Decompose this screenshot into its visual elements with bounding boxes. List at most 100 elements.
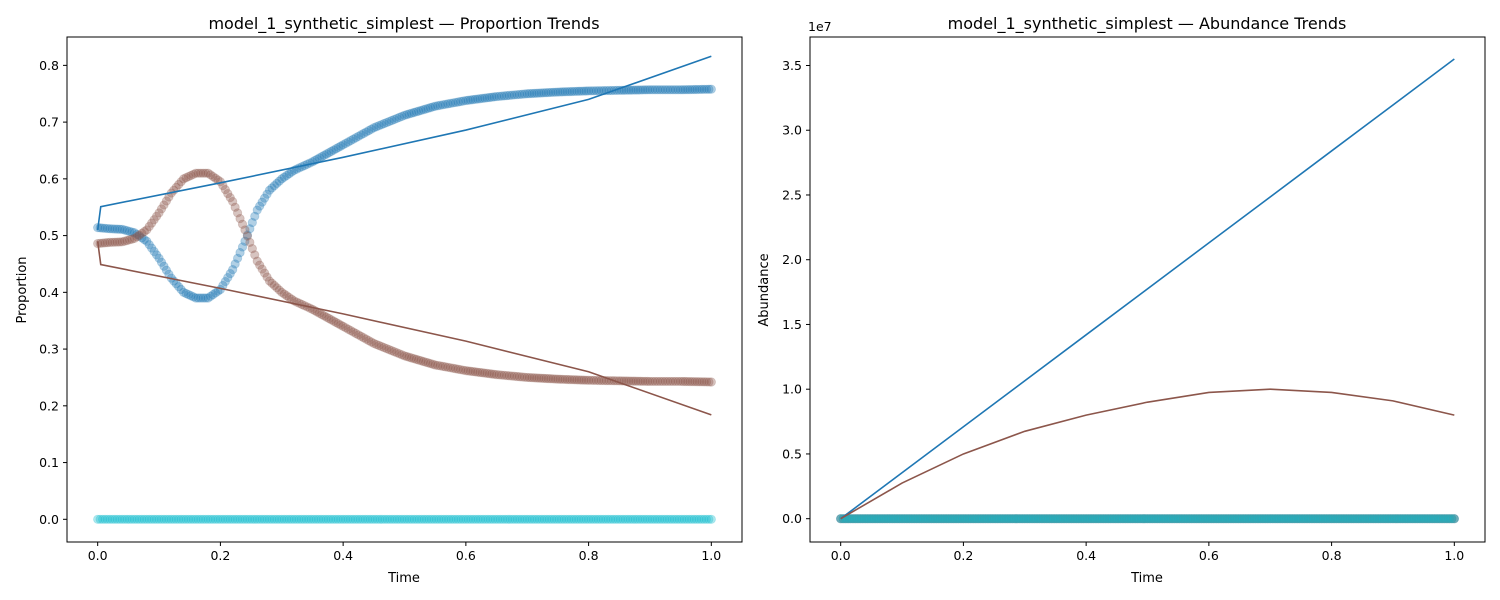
scatter-point xyxy=(134,231,145,241)
scatter-point xyxy=(1280,514,1290,524)
scatter-point xyxy=(471,514,481,524)
scatter-point xyxy=(550,87,561,97)
scatter-point xyxy=(151,211,162,221)
scatter-point xyxy=(412,514,422,524)
scatter-point xyxy=(428,102,438,112)
scatter-point xyxy=(107,237,118,247)
scatter-point xyxy=(963,514,973,524)
scatter-point xyxy=(1196,514,1207,524)
scatter-point xyxy=(1400,514,1410,524)
scatter-point xyxy=(115,514,125,524)
scatter-point xyxy=(465,366,476,376)
scatter-point xyxy=(505,514,515,524)
scatter-point xyxy=(1410,514,1420,524)
scatter-point xyxy=(1356,514,1366,524)
scatter-point xyxy=(144,514,154,524)
scatter-point xyxy=(489,369,499,379)
scatter-point xyxy=(1150,514,1160,524)
scatter-point xyxy=(663,85,673,95)
scatter-point xyxy=(963,514,973,524)
scatter-point xyxy=(875,514,885,524)
scatter-point xyxy=(228,265,238,275)
scatter-point xyxy=(478,514,488,524)
scatter-point xyxy=(985,514,996,524)
scatter-point xyxy=(1066,514,1077,524)
scatter-point xyxy=(215,514,226,524)
scatter-point xyxy=(161,265,172,275)
y-tick-label: 0.0 xyxy=(39,512,59,527)
scatter-point xyxy=(924,514,934,524)
scatter-point xyxy=(887,514,897,524)
scatter-point xyxy=(509,90,520,100)
scatter-point xyxy=(1152,514,1162,524)
scatter-point xyxy=(998,514,1008,524)
scatter-point xyxy=(1096,514,1106,524)
scatter-point xyxy=(867,514,878,524)
scatter-point xyxy=(1162,514,1172,524)
scatter-point xyxy=(1044,514,1054,524)
scatter-point xyxy=(1349,514,1359,524)
scatter-point xyxy=(1135,514,1145,524)
scatter-point xyxy=(499,370,509,380)
scatter-point xyxy=(210,173,221,183)
scatter-point xyxy=(1268,514,1278,524)
scatter-point xyxy=(102,223,113,234)
scatter-point xyxy=(289,514,299,524)
scatter-point xyxy=(1322,514,1332,524)
scatter-point xyxy=(902,514,912,524)
scatter-point xyxy=(1187,514,1197,524)
scatter-point xyxy=(468,514,478,524)
scatter-point xyxy=(1241,514,1251,524)
scatter-point xyxy=(380,514,390,524)
scatter-point xyxy=(993,514,1003,524)
scatter-point xyxy=(899,514,910,524)
scatter-point xyxy=(428,359,438,369)
scatter-point xyxy=(210,514,221,524)
scatter-point xyxy=(1042,514,1052,524)
scatter-point xyxy=(980,514,991,524)
scatter-point xyxy=(1044,514,1054,524)
scatter-point xyxy=(127,227,137,237)
scatter-point xyxy=(282,514,292,524)
scatter-point xyxy=(1371,514,1381,524)
scatter-point xyxy=(1098,514,1108,524)
scatter-point xyxy=(924,514,934,524)
scatter-point xyxy=(574,514,584,524)
scatter-point xyxy=(953,514,964,524)
scatter-point xyxy=(1363,514,1374,524)
scatter-point xyxy=(255,260,265,270)
scatter-point xyxy=(680,85,690,95)
scatter-point xyxy=(934,514,944,524)
scatter-point xyxy=(1285,514,1295,524)
scatter-point xyxy=(507,514,518,524)
scatter-point xyxy=(948,514,959,524)
scatter-point xyxy=(1012,514,1023,524)
scatter-point xyxy=(374,121,384,131)
scatter-point xyxy=(264,185,275,195)
scatter-point xyxy=(704,84,714,94)
scatter-point xyxy=(885,514,895,524)
scatter-point xyxy=(1361,514,1371,524)
scatter-point xyxy=(279,289,289,299)
scatter-point xyxy=(1373,514,1383,524)
scatter-point xyxy=(1403,514,1413,524)
scatter-point xyxy=(1108,514,1118,524)
scatter-point xyxy=(909,514,919,524)
scatter-point xyxy=(1287,514,1297,524)
scatter-point xyxy=(579,514,589,524)
scatter-point xyxy=(912,514,922,524)
scatter-point xyxy=(1395,514,1405,524)
scatter-point xyxy=(517,89,527,99)
scatter-point xyxy=(948,514,959,524)
scatter-point xyxy=(245,224,255,234)
scatter-point xyxy=(414,355,424,365)
scatter-point xyxy=(1353,514,1364,524)
scatter-point xyxy=(1302,514,1312,524)
scatter-point xyxy=(1113,514,1123,524)
scatter-point xyxy=(228,196,238,207)
scatter-point xyxy=(1022,514,1032,524)
scatter-point xyxy=(1228,514,1239,524)
scatter-point xyxy=(431,514,442,524)
scatter-point xyxy=(193,514,203,524)
scatter-point xyxy=(361,334,371,344)
